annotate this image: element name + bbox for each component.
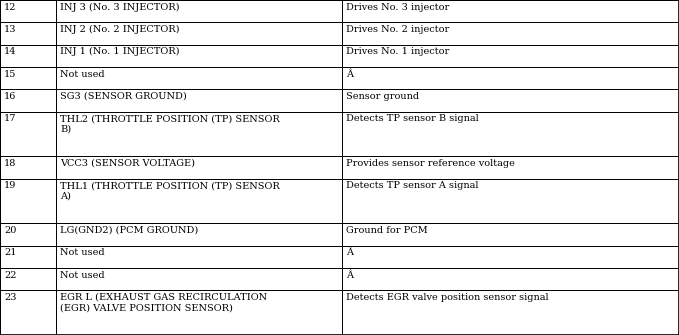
- Text: Detects TP sensor A signal: Detects TP sensor A signal: [346, 181, 478, 190]
- Bar: [56, 268, 342, 290]
- Text: Not used: Not used: [60, 70, 105, 79]
- Bar: [342, 45, 679, 67]
- Bar: [342, 22, 679, 45]
- Bar: [56, 22, 342, 45]
- Text: 17: 17: [4, 114, 16, 123]
- Text: THL2 (THROTTLE POSITION (TP) SENSOR
B): THL2 (THROTTLE POSITION (TP) SENSOR B): [60, 114, 280, 134]
- Text: Detects EGR valve position sensor signal: Detects EGR valve position sensor signal: [346, 293, 548, 302]
- Text: THL1 (THROTTLE POSITION (TP) SENSOR
A): THL1 (THROTTLE POSITION (TP) SENSOR A): [60, 181, 280, 201]
- Bar: [0, 290, 56, 335]
- Bar: [342, 268, 679, 290]
- Bar: [0, 223, 56, 246]
- Text: Provides sensor reference voltage: Provides sensor reference voltage: [346, 159, 515, 168]
- Bar: [342, 89, 679, 112]
- Bar: [0, 0, 56, 22]
- Text: Not used: Not used: [60, 271, 105, 280]
- Text: LG(GND2) (PCM GROUND): LG(GND2) (PCM GROUND): [60, 226, 199, 235]
- Text: 15: 15: [4, 70, 16, 79]
- Bar: [56, 179, 342, 223]
- Text: Drives No. 2 injector: Drives No. 2 injector: [346, 25, 449, 34]
- Bar: [342, 156, 679, 179]
- Bar: [0, 67, 56, 89]
- Bar: [342, 223, 679, 246]
- Text: 12: 12: [4, 3, 16, 12]
- Bar: [56, 67, 342, 89]
- Text: INJ 1 (No. 1 INJECTOR): INJ 1 (No. 1 INJECTOR): [60, 47, 180, 57]
- Bar: [56, 45, 342, 67]
- Bar: [342, 290, 679, 335]
- Bar: [56, 223, 342, 246]
- Bar: [342, 112, 679, 156]
- Bar: [56, 112, 342, 156]
- Bar: [342, 0, 679, 22]
- Bar: [56, 89, 342, 112]
- Text: 18: 18: [4, 159, 16, 168]
- Text: EGR L (EXHAUST GAS RECIRCULATION
(EGR) VALVE POSITION SENSOR): EGR L (EXHAUST GAS RECIRCULATION (EGR) V…: [60, 293, 268, 313]
- Bar: [56, 246, 342, 268]
- Text: Â: Â: [346, 248, 352, 257]
- Bar: [0, 156, 56, 179]
- Text: 14: 14: [4, 47, 16, 56]
- Bar: [56, 0, 342, 22]
- Bar: [0, 89, 56, 112]
- Bar: [0, 112, 56, 156]
- Text: 21: 21: [4, 248, 16, 257]
- Bar: [342, 179, 679, 223]
- Text: VCC3 (SENSOR VOLTAGE): VCC3 (SENSOR VOLTAGE): [60, 159, 196, 168]
- Text: 23: 23: [4, 293, 16, 302]
- Bar: [0, 45, 56, 67]
- Bar: [0, 246, 56, 268]
- Text: 19: 19: [4, 181, 16, 190]
- Text: Â: Â: [346, 271, 352, 280]
- Text: Sensor ground: Sensor ground: [346, 92, 419, 101]
- Bar: [0, 179, 56, 223]
- Bar: [0, 22, 56, 45]
- Bar: [56, 156, 342, 179]
- Bar: [342, 246, 679, 268]
- Text: Not used: Not used: [60, 248, 105, 257]
- Text: 20: 20: [4, 226, 16, 235]
- Bar: [56, 290, 342, 335]
- Bar: [0, 268, 56, 290]
- Text: Â: Â: [346, 70, 352, 79]
- Text: Drives No. 3 injector: Drives No. 3 injector: [346, 3, 449, 12]
- Text: 22: 22: [4, 271, 16, 280]
- Text: Ground for PCM: Ground for PCM: [346, 226, 427, 235]
- Bar: [342, 67, 679, 89]
- Text: INJ 2 (No. 2 INJECTOR): INJ 2 (No. 2 INJECTOR): [60, 25, 180, 34]
- Text: INJ 3 (No. 3 INJECTOR): INJ 3 (No. 3 INJECTOR): [60, 3, 180, 12]
- Text: Detects TP sensor B signal: Detects TP sensor B signal: [346, 114, 479, 123]
- Text: 16: 16: [4, 92, 16, 101]
- Text: SG3 (SENSOR GROUND): SG3 (SENSOR GROUND): [60, 92, 187, 101]
- Text: Drives No. 1 injector: Drives No. 1 injector: [346, 47, 449, 56]
- Text: 13: 13: [4, 25, 16, 34]
